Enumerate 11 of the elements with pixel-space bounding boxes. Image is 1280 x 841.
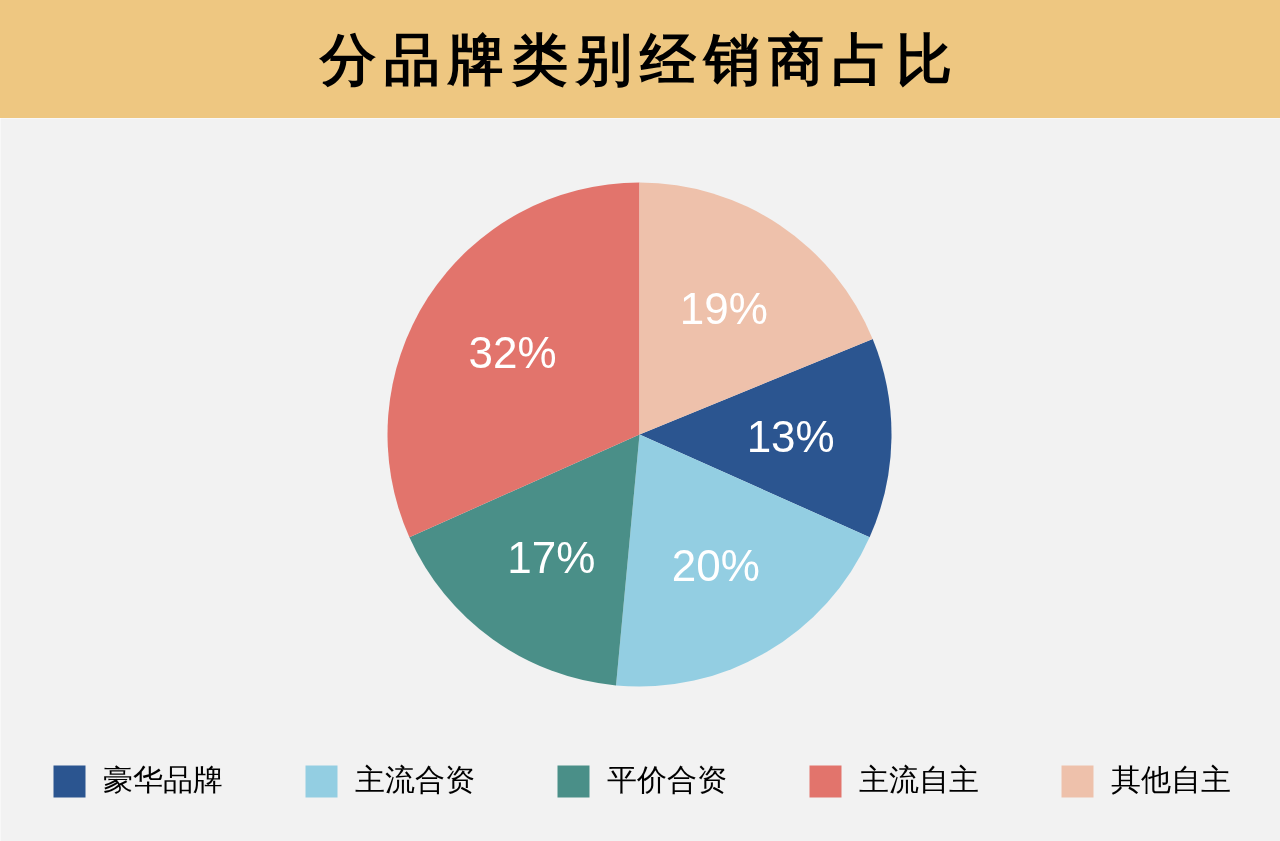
- chart-title: 分品牌类别经销商占比: [320, 25, 960, 94]
- legend-label: 主流自主: [859, 761, 979, 799]
- data-label: 20%: [671, 540, 760, 590]
- data-label: 32%: [468, 327, 557, 377]
- legend-label: 主流合资: [355, 761, 475, 799]
- data-label: 13%: [746, 412, 835, 462]
- legend-label: 豪华品牌: [103, 761, 223, 799]
- legend-label: 平价合资: [607, 761, 727, 799]
- data-label: 19%: [679, 284, 768, 334]
- legend-label: 其他自主: [1111, 761, 1231, 799]
- data-label: 17%: [507, 532, 596, 582]
